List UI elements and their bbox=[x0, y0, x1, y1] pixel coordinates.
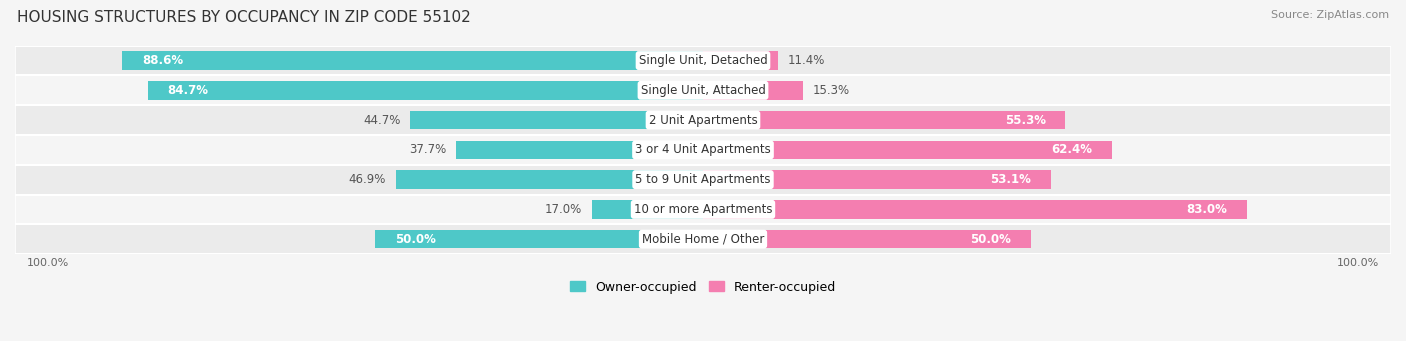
Bar bbox=[703, 230, 1031, 248]
Bar bbox=[375, 230, 703, 248]
Text: 3 or 4 Unit Apartments: 3 or 4 Unit Apartments bbox=[636, 143, 770, 157]
Text: 5 to 9 Unit Apartments: 5 to 9 Unit Apartments bbox=[636, 173, 770, 186]
Text: 46.9%: 46.9% bbox=[349, 173, 385, 186]
Text: 55.3%: 55.3% bbox=[1005, 114, 1046, 127]
Bar bbox=[15, 75, 1391, 105]
Bar bbox=[703, 200, 1247, 219]
Text: Mobile Home / Other: Mobile Home / Other bbox=[641, 233, 765, 246]
Bar bbox=[592, 200, 703, 219]
Bar bbox=[15, 224, 1391, 254]
Bar bbox=[456, 140, 703, 159]
Text: 10 or more Apartments: 10 or more Apartments bbox=[634, 203, 772, 216]
Bar bbox=[703, 111, 1066, 129]
Bar bbox=[411, 111, 703, 129]
Text: 2 Unit Apartments: 2 Unit Apartments bbox=[648, 114, 758, 127]
Bar bbox=[148, 81, 703, 100]
Bar bbox=[122, 51, 703, 70]
Text: HOUSING STRUCTURES BY OCCUPANCY IN ZIP CODE 55102: HOUSING STRUCTURES BY OCCUPANCY IN ZIP C… bbox=[17, 10, 471, 25]
Bar bbox=[395, 170, 703, 189]
Text: 44.7%: 44.7% bbox=[363, 114, 401, 127]
Text: 88.6%: 88.6% bbox=[142, 54, 183, 67]
Bar bbox=[15, 46, 1391, 75]
Bar bbox=[15, 105, 1391, 135]
Bar bbox=[703, 170, 1050, 189]
Text: 53.1%: 53.1% bbox=[990, 173, 1031, 186]
Text: 83.0%: 83.0% bbox=[1187, 203, 1227, 216]
Text: 50.0%: 50.0% bbox=[395, 233, 436, 246]
Bar bbox=[703, 51, 778, 70]
Bar bbox=[703, 140, 1112, 159]
Bar bbox=[703, 81, 803, 100]
Text: 84.7%: 84.7% bbox=[167, 84, 208, 97]
Text: 62.4%: 62.4% bbox=[1052, 143, 1092, 157]
Bar bbox=[15, 194, 1391, 224]
Bar bbox=[15, 135, 1391, 165]
Text: 11.4%: 11.4% bbox=[787, 54, 825, 67]
Text: Single Unit, Detached: Single Unit, Detached bbox=[638, 54, 768, 67]
Text: 50.0%: 50.0% bbox=[970, 233, 1011, 246]
Text: Single Unit, Attached: Single Unit, Attached bbox=[641, 84, 765, 97]
Legend: Owner-occupied, Renter-occupied: Owner-occupied, Renter-occupied bbox=[569, 281, 837, 294]
Text: 37.7%: 37.7% bbox=[409, 143, 446, 157]
Text: Source: ZipAtlas.com: Source: ZipAtlas.com bbox=[1271, 10, 1389, 20]
Bar bbox=[15, 165, 1391, 194]
Text: 15.3%: 15.3% bbox=[813, 84, 851, 97]
Text: 17.0%: 17.0% bbox=[544, 203, 582, 216]
